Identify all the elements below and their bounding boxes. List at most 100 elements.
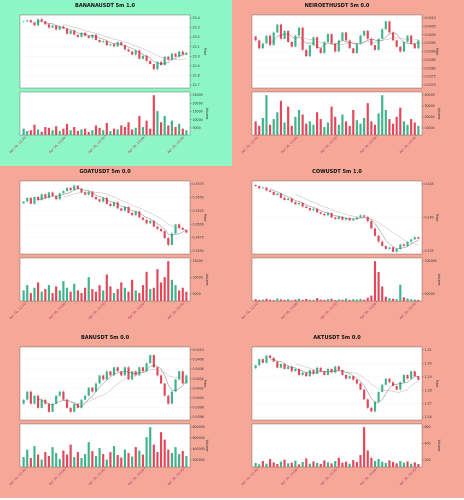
candle-body	[330, 34, 333, 44]
volume-bar	[370, 295, 373, 301]
candle-body	[399, 244, 402, 249]
x-tick-label: Apr 16, 13:00	[48, 468, 66, 486]
candle-body	[47, 24, 51, 28]
volume-bar	[258, 464, 261, 467]
chart-panel: NEIROETHUSDT 5m 0.0 0.0410 0.0405 0.0400 0.0…	[232, 0, 464, 166]
volume-bar	[127, 291, 130, 301]
candle-body	[344, 32, 348, 41]
volume-bar	[26, 131, 29, 135]
candle-body	[44, 399, 47, 404]
volume-bar	[316, 298, 319, 301]
candle-body	[127, 367, 130, 380]
x-tick-label: Apr 16, 14:00	[359, 302, 377, 320]
volume-bar	[55, 286, 58, 301]
volume-bar	[138, 450, 141, 467]
volume-bar	[22, 290, 25, 301]
volume-bar	[308, 300, 311, 301]
candle-body	[62, 191, 65, 194]
candle-body	[178, 224, 181, 228]
x-tick-label: Apr 16, 13:30	[87, 302, 105, 320]
volume-bar	[102, 130, 105, 135]
x-tick-label: Apr 16, 14:00	[127, 136, 145, 154]
candle-body	[87, 35, 90, 38]
volume-bar	[370, 121, 373, 135]
candle-body	[290, 198, 293, 203]
volume-bar	[406, 124, 409, 135]
candle-body	[26, 197, 29, 202]
volume-bar	[388, 460, 391, 467]
volume-bar	[410, 299, 413, 301]
volume-bar	[134, 290, 137, 301]
candle-body	[58, 193, 61, 200]
candle-body	[131, 212, 134, 216]
volume-tick-label: 10000	[193, 118, 203, 122]
candle-body	[94, 383, 98, 392]
volume-bar	[258, 125, 261, 135]
x-tick-label: Apr 16, 13:30	[319, 136, 337, 154]
candle-body	[308, 208, 311, 211]
x-tick-label: Apr 16, 13:30	[87, 136, 105, 154]
volume-bar	[94, 291, 98, 301]
candle-body	[337, 40, 340, 52]
volume-bar	[98, 127, 101, 135]
volume-bar	[62, 450, 65, 467]
candle-body	[163, 56, 166, 66]
volume-bar	[319, 119, 322, 135]
volume-bar	[58, 131, 61, 135]
candle-body	[40, 19, 43, 22]
candle-body	[312, 37, 315, 46]
candle-body	[384, 21, 387, 30]
moving-average-line	[38, 188, 187, 236]
volume-bar	[94, 456, 98, 467]
volume-bar	[312, 124, 315, 135]
candle-body	[417, 376, 420, 380]
moving-average-line	[295, 363, 419, 393]
volume-bar	[87, 131, 90, 135]
volume-bar	[265, 463, 268, 467]
candle-body	[181, 51, 184, 55]
y-tick-label: 0.0410	[193, 348, 204, 352]
volume-bar	[69, 291, 72, 301]
candle-body	[388, 247, 391, 249]
y-tick-label: 1.29	[425, 375, 432, 379]
volume-bar	[174, 285, 177, 301]
candle-body	[44, 194, 47, 198]
candle-body	[399, 382, 402, 390]
volume-bar	[37, 129, 40, 135]
candle-body	[330, 368, 333, 373]
candle-body	[170, 391, 173, 404]
volume-bar	[152, 287, 155, 301]
volume-bar	[391, 298, 395, 301]
candle-body	[326, 213, 330, 216]
candle-body	[294, 202, 297, 205]
candle-body	[33, 196, 36, 204]
candle-body	[373, 228, 377, 236]
candle-body	[116, 202, 119, 209]
volume-bar	[145, 271, 148, 301]
volume-bar	[145, 437, 148, 467]
volume-bar	[87, 442, 90, 467]
volume-bar	[301, 299, 304, 301]
volume-bar	[381, 95, 384, 135]
candle-body	[145, 363, 148, 372]
candle-body	[279, 193, 283, 198]
volume-bar	[159, 432, 163, 467]
chart-title: BANANAUSDT 5m 1.0	[75, 3, 135, 9]
volume-bar	[44, 452, 47, 467]
volume-tick-label: 5000	[193, 292, 201, 296]
volume-tick-label: 30000	[425, 104, 435, 108]
candle-body	[51, 25, 54, 28]
volume-bar	[323, 299, 326, 301]
volume-bar	[47, 285, 51, 301]
candle-body	[69, 187, 72, 191]
moving-average-line	[63, 191, 187, 231]
volume-bar	[102, 290, 105, 301]
volume-bar	[337, 299, 340, 301]
volume-bar	[156, 111, 159, 135]
x-tick-label: Apr 16, 13:30	[87, 468, 105, 486]
candle-body	[283, 30, 286, 39]
candle-body	[127, 49, 130, 52]
volume-bar	[170, 120, 173, 135]
candle-body	[254, 185, 257, 187]
candle-body	[305, 206, 308, 209]
